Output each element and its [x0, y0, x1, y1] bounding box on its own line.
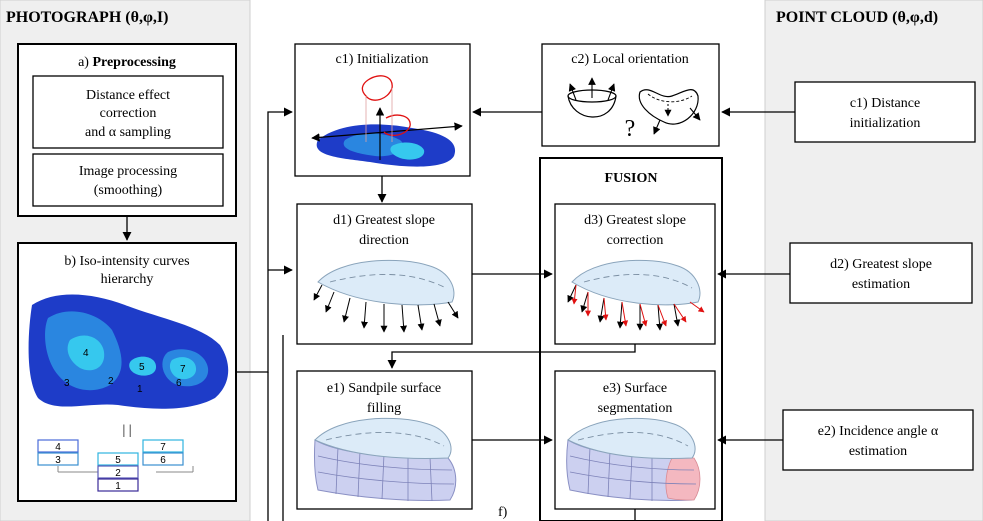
- region-label-5: 5: [139, 362, 145, 373]
- incidence-angle-estimation-box: [782, 409, 974, 471]
- hierarchy-node-4: [37, 439, 79, 453]
- point-cloud-header: POINT CLOUD (θ,φ,d): [776, 9, 938, 26]
- greatest-slope-direction-line-2: direction: [359, 233, 409, 248]
- surface-segmentation-line-1: e3) Surface: [603, 381, 667, 396]
- surface-segmentation-illustration: [566, 417, 701, 502]
- greatest-slope-correction-line-1: d3) Greatest slope: [584, 213, 686, 228]
- hierarchy-node-7: [142, 439, 184, 453]
- hierarchy-tree: 4 7 3 5 6 2 1: [37, 439, 194, 492]
- distance-correction-line-1: Distance effect: [86, 88, 170, 103]
- arrow-b-to-c1: [236, 107, 293, 373]
- hierarchy-node-1-label: 1: [115, 481, 121, 492]
- image-processing-line-1: Image processing: [79, 164, 177, 179]
- distance-initialization-box: [794, 81, 976, 143]
- sandpile-filling-line-1: e1) Sandpile surface: [327, 381, 441, 396]
- greatest-slope-estimation-line-2: estimation: [852, 277, 910, 292]
- greatest-slope-correction-illustration: [567, 259, 705, 331]
- distance-correction-line-2: correction: [100, 106, 157, 121]
- hierarchy-node-2-label: 2: [115, 468, 121, 479]
- feedback-label: f): [498, 505, 508, 520]
- greatest-slope-correction-line-2: correction: [607, 233, 664, 248]
- initialization-illustration: [311, 75, 463, 167]
- photograph-header: PHOTOGRAPH (θ,φ,I): [6, 9, 168, 26]
- hierarchy-node-3: [37, 452, 79, 466]
- distance-initialization-line-1: c1) Distance: [850, 96, 920, 111]
- distance-correction-line-3: and α sampling: [85, 125, 171, 140]
- equivalence-separator: | |: [122, 423, 131, 438]
- iso-intensity-map: 4 3 2 5 1 7 6: [28, 294, 229, 409]
- greatest-slope-estimation-box: [789, 242, 973, 304]
- region-label-3: 3: [64, 378, 70, 389]
- fusion-title: FUSION: [605, 171, 658, 186]
- local-orientation-illustration: [567, 77, 701, 135]
- initialization-title: c1) Initialization: [336, 52, 429, 67]
- hierarchy-node-4-label: 4: [55, 442, 61, 453]
- image-processing-line-2: (smoothing): [94, 183, 163, 198]
- region-label-4: 4: [83, 348, 89, 359]
- hierarchy-node-3-label: 3: [55, 455, 61, 466]
- distance-initialization-line-2: initialization: [850, 116, 921, 131]
- distance-correction-box: [32, 75, 224, 149]
- hierarchy-node-7-label: 7: [160, 442, 166, 453]
- sandpile-filling-illustration: [313, 417, 457, 502]
- region-label-7: 7: [180, 364, 186, 375]
- question-mark: ?: [625, 116, 636, 142]
- hierarchy-node-5-label: 5: [115, 455, 121, 466]
- greatest-slope-estimation-line-1: d2) Greatest slope: [830, 257, 932, 272]
- local-orientation-box: [541, 43, 720, 147]
- region-label-2: 2: [108, 376, 114, 387]
- hierarchy-node-6-label: 6: [160, 455, 166, 466]
- incidence-angle-estimation-line-2: estimation: [849, 444, 907, 459]
- surface-segmentation-line-2: segmentation: [598, 401, 673, 416]
- greatest-slope-direction-line-1: d1) Greatest slope: [333, 213, 435, 228]
- image-processing-box: [32, 153, 224, 207]
- region-label-6: 6: [176, 378, 182, 389]
- iso-curves-title-2: hierarchy: [101, 272, 154, 287]
- hierarchy-node-2: [97, 465, 139, 479]
- incidence-angle-estimation-line-1: e2) Incidence angle α: [818, 424, 939, 439]
- hierarchy-node-5: [97, 452, 139, 466]
- hierarchy-node-1: [97, 478, 139, 492]
- sandpile-filling-line-2: filling: [367, 401, 401, 416]
- greatest-slope-direction-illustration: [313, 259, 459, 333]
- hierarchy-node-6: [142, 452, 184, 466]
- region-label-1: 1: [137, 384, 143, 395]
- iso-curves-title-1: b) Iso-intensity curves: [64, 254, 189, 269]
- preprocessing-title: a) Preprocessing: [78, 55, 176, 70]
- arrow-d3-to-e1: [387, 344, 636, 369]
- local-orientation-title: c2) Local orientation: [571, 52, 688, 67]
